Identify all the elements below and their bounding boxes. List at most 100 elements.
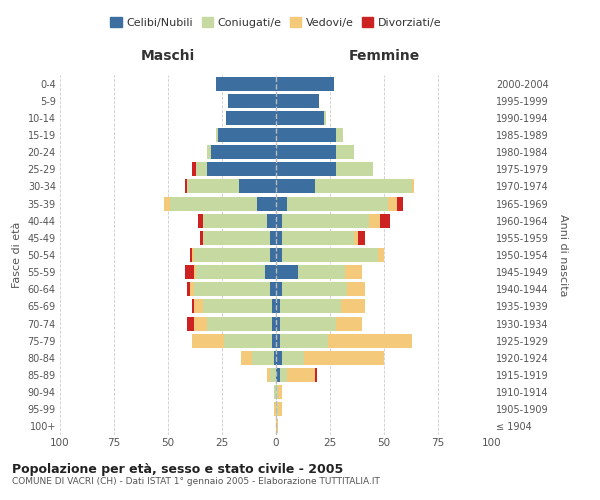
- Bar: [272, 316, 276, 330]
- Bar: [185, 180, 187, 194]
- Bar: [187, 282, 190, 296]
- Bar: [215, 128, 218, 142]
- Bar: [194, 300, 203, 314]
- Bar: [276, 282, 283, 296]
- Bar: [187, 180, 239, 194]
- Text: Popolazione per età, sesso e stato civile - 2005: Popolazione per età, sesso e stato civil…: [12, 462, 343, 475]
- Y-axis label: Fasce di età: Fasce di età: [12, 222, 22, 288]
- Bar: [252, 351, 274, 365]
- Bar: [268, 368, 269, 382]
- Bar: [203, 214, 268, 228]
- Bar: [170, 196, 257, 210]
- Bar: [272, 300, 276, 314]
- Bar: [276, 231, 283, 245]
- Bar: [241, 351, 252, 365]
- Bar: [269, 368, 276, 382]
- Bar: [341, 300, 365, 314]
- Bar: [276, 420, 278, 434]
- Bar: [272, 334, 276, 347]
- Bar: [185, 265, 194, 279]
- Bar: [274, 385, 276, 399]
- Bar: [192, 162, 196, 176]
- Bar: [276, 214, 283, 228]
- Bar: [226, 111, 276, 125]
- Bar: [164, 196, 170, 210]
- Bar: [203, 231, 269, 245]
- Bar: [194, 316, 207, 330]
- Bar: [315, 368, 317, 382]
- Bar: [207, 145, 211, 159]
- Bar: [276, 145, 337, 159]
- Bar: [269, 282, 276, 296]
- Bar: [187, 316, 194, 330]
- Bar: [377, 248, 384, 262]
- Bar: [268, 214, 276, 228]
- Bar: [200, 231, 203, 245]
- Y-axis label: Anni di nascita: Anni di nascita: [559, 214, 568, 296]
- Bar: [269, 248, 276, 262]
- Bar: [276, 248, 283, 262]
- Bar: [194, 282, 269, 296]
- Bar: [265, 265, 276, 279]
- Bar: [412, 180, 414, 194]
- Bar: [280, 368, 287, 382]
- Bar: [276, 111, 323, 125]
- Bar: [304, 351, 384, 365]
- Bar: [218, 128, 276, 142]
- Bar: [198, 214, 203, 228]
- Bar: [239, 180, 276, 194]
- Bar: [192, 248, 194, 262]
- Bar: [276, 316, 280, 330]
- Bar: [215, 76, 276, 90]
- Bar: [287, 368, 315, 382]
- Bar: [328, 334, 412, 347]
- Bar: [229, 94, 276, 108]
- Bar: [354, 231, 358, 245]
- Bar: [283, 282, 347, 296]
- Bar: [283, 248, 377, 262]
- Bar: [337, 145, 354, 159]
- Bar: [276, 385, 278, 399]
- Text: Femmine: Femmine: [349, 49, 419, 63]
- Bar: [315, 180, 412, 194]
- Bar: [276, 351, 283, 365]
- Bar: [194, 265, 196, 279]
- Bar: [287, 196, 388, 210]
- Bar: [276, 334, 280, 347]
- Legend: Celibi/Nubili, Coniugati/e, Vedovi/e, Divorziati/e: Celibi/Nubili, Coniugati/e, Vedovi/e, Di…: [106, 13, 446, 32]
- Bar: [276, 402, 278, 416]
- Bar: [280, 300, 341, 314]
- Bar: [345, 265, 362, 279]
- Bar: [194, 248, 269, 262]
- Bar: [196, 162, 207, 176]
- Bar: [224, 334, 272, 347]
- Bar: [298, 265, 345, 279]
- Bar: [211, 145, 276, 159]
- Bar: [283, 351, 304, 365]
- Bar: [276, 180, 315, 194]
- Text: Maschi: Maschi: [141, 49, 195, 63]
- Bar: [337, 162, 373, 176]
- Bar: [274, 351, 276, 365]
- Bar: [280, 334, 328, 347]
- Bar: [207, 316, 272, 330]
- Bar: [190, 282, 194, 296]
- Bar: [192, 334, 224, 347]
- Text: COMUNE DI VACRI (CH) - Dati ISTAT 1° gennaio 2005 - Elaborazione TUTTITALIA.IT: COMUNE DI VACRI (CH) - Dati ISTAT 1° gen…: [12, 478, 380, 486]
- Bar: [276, 196, 287, 210]
- Bar: [203, 300, 272, 314]
- Bar: [276, 76, 334, 90]
- Bar: [276, 265, 298, 279]
- Bar: [207, 162, 276, 176]
- Bar: [190, 248, 192, 262]
- Bar: [274, 402, 276, 416]
- Bar: [323, 111, 326, 125]
- Bar: [276, 368, 280, 382]
- Bar: [192, 300, 194, 314]
- Bar: [257, 196, 276, 210]
- Bar: [276, 300, 280, 314]
- Bar: [358, 231, 365, 245]
- Bar: [388, 196, 397, 210]
- Bar: [347, 282, 365, 296]
- Bar: [280, 316, 337, 330]
